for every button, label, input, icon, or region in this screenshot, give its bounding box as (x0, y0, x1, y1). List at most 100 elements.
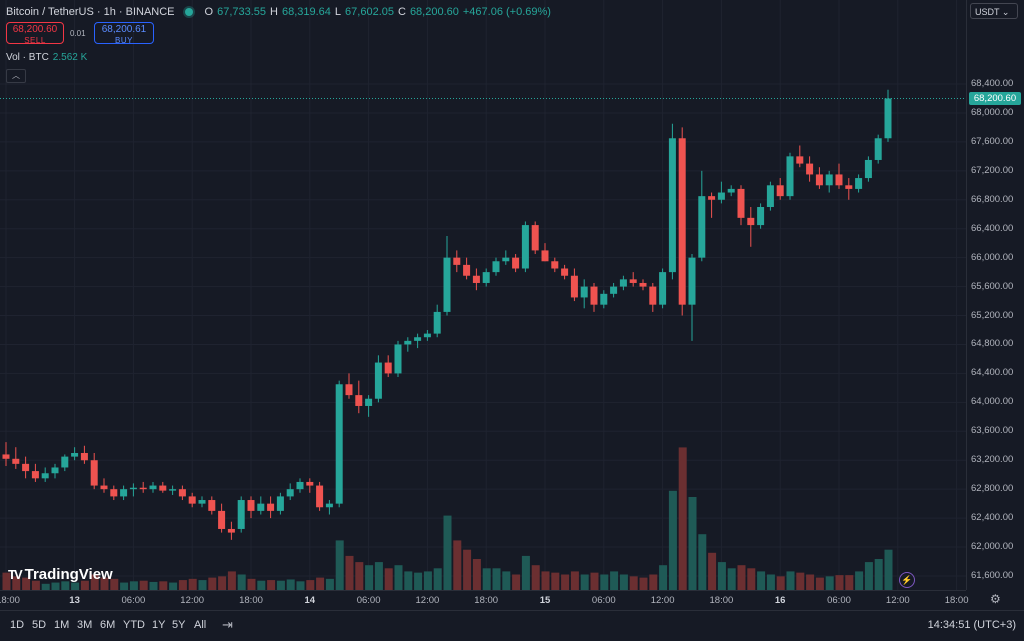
volume-bar (757, 571, 766, 590)
candle-body (188, 496, 196, 504)
candle-body (120, 489, 128, 497)
range-button-1m[interactable]: 1M (54, 619, 70, 631)
symbol-title[interactable]: Bitcoin / TetherUS · 1h · BINANCE (6, 6, 175, 18)
time-tick-label: 18:00 (944, 595, 969, 606)
volume-bar (874, 559, 883, 590)
clock-timezone[interactable]: 14:34:51 (UTC+3) (927, 619, 1016, 631)
range-button-5y[interactable]: 5Y (172, 619, 186, 631)
candle-body (482, 272, 490, 283)
candle-body (845, 185, 853, 189)
price-tick-label: 64,400.00 (971, 367, 1014, 379)
candle-body (855, 178, 863, 189)
buy-price: 68,200.61 (101, 24, 147, 35)
candle-body (570, 275, 578, 298)
candle-body (659, 272, 667, 305)
volume-bar (786, 571, 795, 590)
candle-body (433, 311, 441, 334)
candle-body (502, 257, 510, 262)
volume-bar (374, 562, 383, 590)
volume-bar (129, 581, 138, 590)
price-tick-label: 64,800.00 (971, 338, 1014, 350)
candle-body (757, 207, 765, 226)
volume-bar (443, 515, 452, 590)
volume-bar (227, 571, 236, 590)
ohlc-open-value: 67,733.55 (217, 6, 267, 18)
candle-body (786, 156, 794, 197)
currency-selector[interactable]: USDT ⌄ (970, 3, 1018, 19)
candle-body (512, 257, 520, 269)
volume-bar (61, 581, 70, 590)
volume-bar (590, 572, 599, 590)
candle-body (600, 293, 608, 305)
chart-area[interactable]: Bitcoin / TetherUS · 1h · BINANCE O 67,73… (0, 0, 966, 590)
volume-bar (71, 582, 80, 590)
volume-legend[interactable]: Vol · BTC 2.562 K (6, 52, 87, 63)
ohlc-high-value: 68,319.64 (281, 6, 331, 18)
candle-body (727, 188, 735, 193)
volume-bar (717, 562, 726, 590)
volume-bar (815, 577, 824, 590)
volume-bar (766, 574, 775, 590)
candle-body (306, 481, 314, 486)
candle-body (41, 473, 49, 479)
calendar-icon[interactable]: ⇥ (222, 617, 233, 632)
tradingview-logo[interactable]: TV TradingView (8, 566, 113, 583)
candle-body (247, 500, 255, 511)
range-button-1d[interactable]: 1D (10, 619, 25, 631)
range-button-3m[interactable]: 3M (77, 619, 93, 631)
volume-bar (90, 574, 99, 590)
sell-button[interactable]: 68,200.60 SELL (6, 22, 64, 45)
candle-body (198, 500, 206, 504)
time-tick-label: 06:00 (356, 595, 381, 606)
range-button-all[interactable]: All (194, 619, 207, 631)
range-button-ytd[interactable]: YTD (123, 619, 145, 631)
volume-bar (463, 549, 472, 590)
range-button-1y[interactable]: 1Y (152, 619, 166, 631)
price-tick-label: 65,200.00 (971, 309, 1014, 321)
volume-bar (12, 576, 21, 590)
price-tick-label: 65,600.00 (971, 280, 1014, 292)
lightning-icon[interactable]: ⚡ (899, 572, 915, 588)
range-button-5d[interactable]: 5D (32, 619, 47, 631)
time-tick-label: 12:00 (885, 595, 910, 606)
buy-button[interactable]: 68,200.61 BUY (94, 22, 154, 45)
candle-body (747, 217, 755, 226)
candle-body (796, 156, 804, 164)
volume-bar (659, 565, 668, 590)
price-axis[interactable]: 68,200.60 61,600.00 62,000.00 62,400.00 62,… (966, 0, 1024, 590)
gear-icon[interactable]: ⚙ (990, 592, 1001, 606)
volume-bar (120, 582, 129, 590)
candle-body (806, 163, 814, 175)
collapse-legend-button[interactable]: ︿ (6, 69, 26, 83)
range-button-6m[interactable]: 6M (100, 619, 116, 631)
volume-bar (639, 577, 648, 590)
price-chart[interactable] (0, 0, 966, 590)
market-status-icon[interactable] (184, 8, 193, 16)
volume-bar (835, 575, 844, 590)
volume-bar (365, 565, 374, 590)
volume-bar (276, 580, 285, 590)
candle-body (159, 485, 167, 491)
candle-body (472, 275, 480, 283)
bottom-toolbar: 1D 5D 1M 3M 6M YTD 1Y 5Y All ⇥ 14:34:51 … (0, 610, 1024, 641)
candle-body (61, 456, 69, 468)
volume-bar (335, 540, 344, 590)
volume-bar (80, 580, 89, 590)
candle-body (531, 225, 539, 251)
candle-body (110, 489, 118, 497)
time-tick-label: 18:00 (0, 595, 20, 606)
volume-bar (453, 540, 462, 590)
candle-body (737, 188, 745, 218)
candle-body (521, 225, 529, 269)
candle-body (590, 286, 598, 305)
candle-body (404, 340, 412, 345)
candle-body (453, 257, 461, 265)
volume-bar (580, 574, 589, 590)
time-axis[interactable]: 18:00 13 06:00 12:00 18:00 14 06:00 12:00 18:00 1… (0, 590, 969, 611)
candle-body (639, 282, 647, 287)
volume-bar (668, 490, 677, 590)
candle-body (169, 489, 177, 491)
volume-bar (355, 562, 364, 590)
candle-body (286, 489, 294, 497)
volume-bar (110, 578, 119, 590)
